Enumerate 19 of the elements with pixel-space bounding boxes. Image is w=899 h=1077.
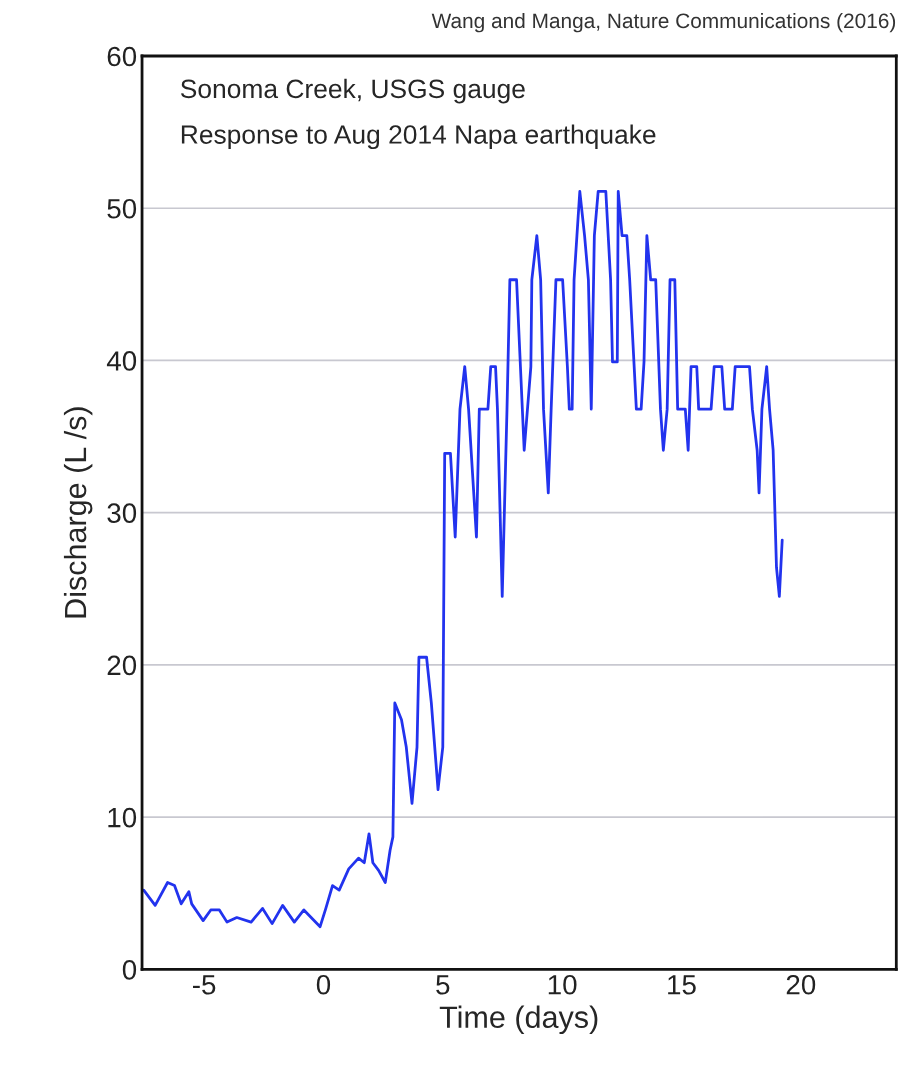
x-tick-label: 10 [548,974,577,995]
text: Wang and Manga, Nature Communications (2016) [431,12,896,33]
y-tick-label: 60 [107,46,137,67]
y-tick-label: 40 [106,351,137,371]
x-axis-title: Time (days) [439,1005,598,1035]
annotation: Response to Aug 2014 Napa earthquake [181,124,656,150]
y-axis-title: Discharge (L /s) [63,407,93,618]
x-tick-label: -5 [192,975,216,995]
y-tick-label: 50 [107,198,137,219]
y-tick-label: 20 [107,655,137,676]
x-tick-label: 15 [668,975,696,995]
y-tick-label: 10 [108,807,137,828]
x-tick-label: 20 [786,974,816,995]
annotation: Sonoma Creek, USGS gauge [180,78,525,104]
y-tick-label: 30 [107,503,137,523]
x-tick-label: 5 [436,975,450,995]
x-tick-label: 0 [316,974,331,995]
line-series [142,190,784,929]
y-tick-label: 0 [122,959,137,980]
